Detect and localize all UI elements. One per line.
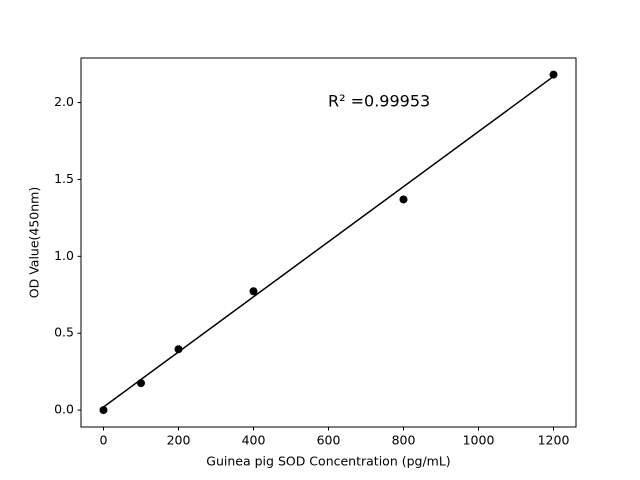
data-point <box>99 406 108 415</box>
y-tick-label: 0.5 <box>54 325 74 340</box>
x-tick-label: 0 <box>100 433 108 448</box>
data-point <box>549 70 558 79</box>
annotation: R² =0.99953 <box>328 92 430 111</box>
fit-line <box>103 75 554 408</box>
data-point <box>249 287 258 296</box>
y-axis-label: OD Value(450nm) <box>27 187 42 298</box>
y-tick-label: 1.0 <box>54 248 74 263</box>
y-tick-label: 0.0 <box>54 402 74 417</box>
x-tick-label: 1000 <box>463 433 495 448</box>
x-axis-label: Guinea pig SOD Concentration (pg/mL) <box>206 454 450 469</box>
y-tick-label: 2.0 <box>54 94 74 109</box>
x-tick-label: 200 <box>167 433 191 448</box>
x-tick-label: 800 <box>392 433 416 448</box>
data-point <box>399 195 408 204</box>
x-tick-label: 600 <box>317 433 341 448</box>
x-tick-label: 400 <box>242 433 266 448</box>
x-tick-label: 1200 <box>538 433 570 448</box>
y-tick-label: 1.5 <box>54 171 74 186</box>
